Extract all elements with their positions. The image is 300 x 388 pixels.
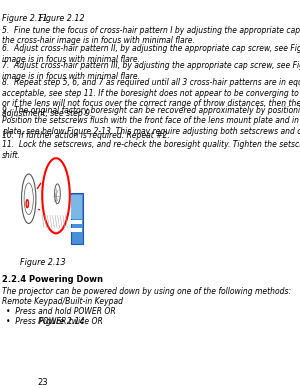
Text: 11.  Lock the setscrews, and re-check the boresight quality. Tighten the setscre: 11. Lock the setscrews, and re-check the…	[2, 140, 300, 160]
Text: •  Press POWER twice OR: • Press POWER twice OR	[6, 317, 103, 326]
Text: Remote Keypad/Built-in Keypad: Remote Keypad/Built-in Keypad	[2, 296, 123, 306]
Text: Figure 2.12: Figure 2.12	[39, 14, 85, 23]
Text: 2.2.4 Powering Down: 2.2.4 Powering Down	[2, 275, 103, 284]
Text: Figure 2.11: Figure 2.11	[2, 14, 48, 23]
Bar	[71, 195, 82, 218]
Text: 6.  Adjust cross-hair pattern II, by adjusting the appropriate cap screw, see Fi: 6. Adjust cross-hair pattern II, by adju…	[2, 45, 300, 64]
Text: 7.  Adjust cross-hair pattern III, by adjusting the appropriate cap screw, see F: 7. Adjust cross-hair pattern III, by adj…	[2, 61, 300, 81]
Text: The projector can be powered down by using one of the following methods:: The projector can be powered down by usi…	[2, 287, 291, 296]
Bar	[71, 220, 82, 224]
Text: Figure 2.13: Figure 2.13	[20, 258, 66, 267]
Text: 8.  Repeat step 5, 6, and 7 as required until all 3 cross-hair patterns are in e: 8. Repeat step 5, 6, and 7 as required u…	[2, 78, 300, 118]
Text: •  Press and hold POWER OR: • Press and hold POWER OR	[6, 307, 116, 315]
Text: 10.  If further action is required. Repeat #2.: 10. If further action is required. Repea…	[2, 132, 170, 140]
Text: Figure 2.14: Figure 2.14	[39, 317, 85, 326]
Bar	[71, 193, 83, 244]
Bar	[71, 229, 82, 232]
Text: 5.  Fine tune the focus of cross‐hair pattern I by adjusting the appropriate cap: 5. Fine tune the focus of cross‐hair pat…	[2, 26, 300, 45]
Text: 23: 23	[38, 378, 48, 387]
Text: 9.  The original factory boresight can be recovered approximately by positioning: 9. The original factory boresight can be…	[2, 106, 300, 135]
